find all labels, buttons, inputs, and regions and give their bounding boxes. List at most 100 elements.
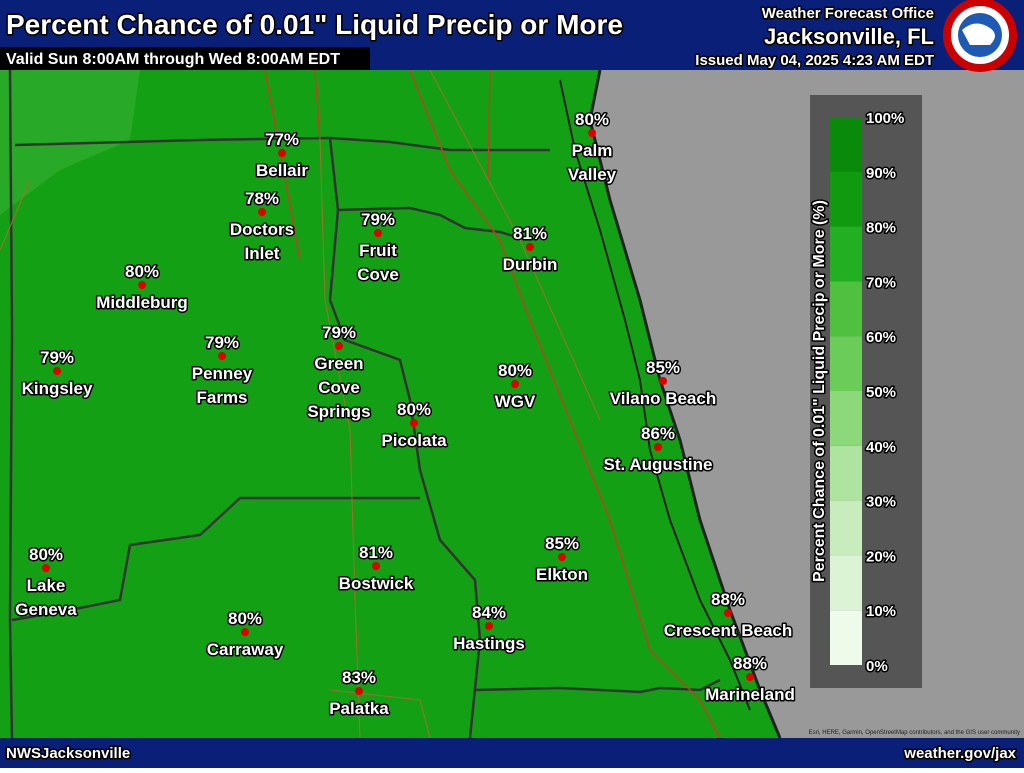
place-name: Cove [357,265,399,284]
place-name: Vilano Beach [610,389,716,408]
legend-tick-label: 60% [866,329,896,346]
place-dot [218,352,226,360]
place-dot [410,419,418,427]
place-dot [558,553,566,561]
place-dot [724,609,732,617]
legend-tick-label: 80% [866,220,896,237]
minor-roads [0,69,601,739]
place-dot [138,281,146,289]
legend-swatch [830,117,862,172]
place-dot [588,129,596,137]
place-value: 80% [29,545,63,564]
place-name: WGV [495,392,536,411]
place-value: 77% [265,130,299,149]
place-value: 88% [733,654,767,673]
office-location: Jacksonville, FL [764,24,934,49]
places: 77% Bellair 78% Doctors Inlet 79% Fruit Cove 81%… [14,109,797,720]
place-value: 79% [205,333,239,352]
place-name: Marineland [705,685,795,704]
coastline [588,69,782,739]
place-name: Farms [196,388,247,407]
place-dot [746,673,754,681]
nws-logo [943,0,1017,72]
office: Weather Forecast Office [762,5,934,22]
place-name: Bellair [256,161,308,180]
legend-tick-label: 20% [866,548,896,565]
place-dot [355,687,363,695]
place-name: Kingsley [22,379,93,398]
place-dot [654,443,662,451]
place-dot [241,628,249,636]
place-value: 78% [245,189,279,208]
place-value: 79% [322,323,356,342]
place-name: Palm [572,141,613,160]
place-dot [53,367,61,375]
place-name: Inlet [245,244,280,263]
legend-swatch [830,555,862,611]
place-dot [335,342,343,350]
place-dot [511,380,519,388]
place-dot [278,149,286,157]
place-name: Lake [27,576,66,595]
place-name: Penney [192,364,253,383]
legend-swatch [830,391,862,446]
place-name: Durbin [503,255,558,274]
place-value: 81% [513,224,547,243]
legend-tick-label: 0% [866,658,888,675]
place-value: 80% [125,262,159,281]
legend-swatch [830,226,862,282]
legend: 100% 90% 80% 70% 60% 50% 40% 30% 20% 10% 0% Percent… [810,95,922,688]
place-dot [526,243,534,251]
footer-left: NWSJacksonville [6,745,130,762]
place-dot [42,564,50,572]
place-name: Hastings [453,634,525,653]
place-value: 83% [342,668,376,687]
title: Percent Chance of 0.01" Liquid Precip or… [6,9,623,40]
place-name: Green [314,354,363,373]
place-name: Fruit [359,241,397,260]
place-value: 84% [472,603,506,622]
legend-swatch [830,281,862,337]
place-name: Carraway [207,640,284,659]
intracoastal [559,79,751,711]
place-value: 80% [575,110,609,129]
place-name: Crescent Beach [664,621,793,640]
legend-tick-label: 40% [866,439,896,456]
subtitle: Valid Sun 8:00AM through Wed 8:00AM EDT [6,51,340,68]
place-value: 80% [397,400,431,419]
place-value: 80% [228,609,262,628]
legend-tick-label: 70% [866,274,896,291]
legend-swatch [830,445,862,501]
place-value: 88% [711,590,745,609]
legend-tick-label: 10% [866,603,896,620]
place-value: 86% [641,424,675,443]
place-name: Valley [568,165,617,184]
place-value: 79% [40,348,74,367]
place-name: Cove [318,378,360,397]
place-name: Middleburg [96,293,188,312]
footer-bar [0,738,1024,768]
place-dot [258,208,266,216]
legend-swatch [830,500,862,556]
place-value: 85% [646,358,680,377]
place-name: Picolata [381,431,447,450]
subtitle-bg [0,47,370,70]
legend-title: Percent Chance of 0.01" Liquid Precip or… [811,200,828,582]
place-value: 79% [361,210,395,229]
place-dot [374,229,382,237]
place-name: Doctors [230,220,294,239]
place-name: St. Augustine [604,455,713,474]
place-name: Elkton [536,565,588,584]
place-value: 80% [498,361,532,380]
legend-tick-label: 30% [866,494,896,511]
legend-tick-label: 100% [866,110,904,127]
issued: Issued May 04, 2025 4:23 AM EDT [695,52,934,69]
place-name: Palatka [329,699,389,718]
place-value: 85% [545,534,579,553]
legend-swatch [830,171,862,227]
legend-swatch [830,610,862,665]
place-dot [485,622,493,630]
place-name: Bostwick [339,574,414,593]
legend-tick-label: 90% [866,165,896,182]
